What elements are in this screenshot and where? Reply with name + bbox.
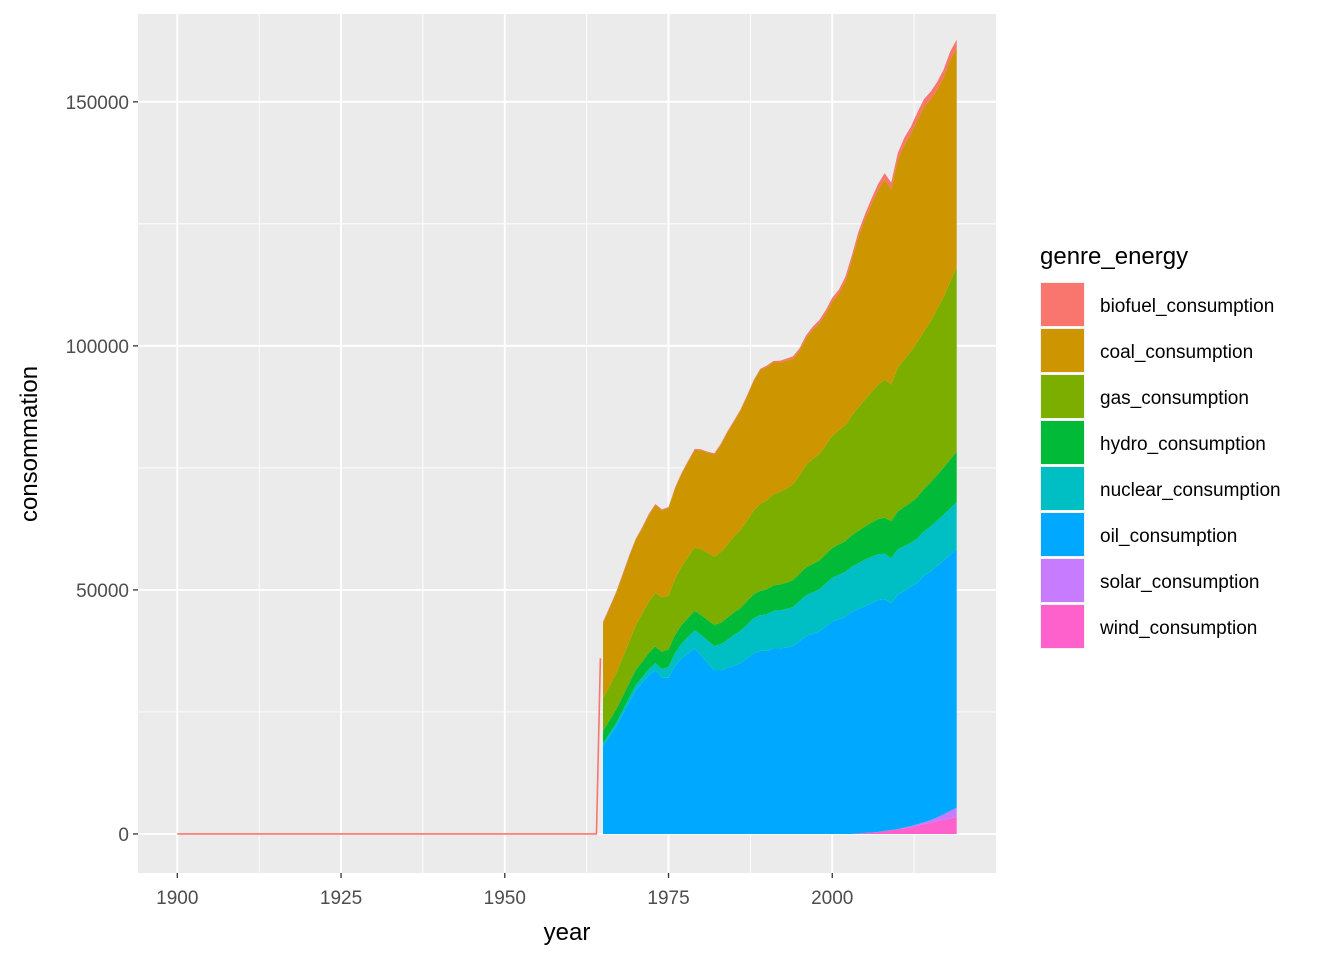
area-coal-consumption (603, 47, 957, 699)
x-tick-label: 1975 (647, 888, 689, 909)
x-tick-label: 2000 (811, 888, 853, 909)
legend-label-gas-consumption: gas_consumption (1100, 388, 1249, 409)
legend-label-oil-consumption: oil_consumption (1100, 526, 1237, 547)
legend-title: genre_energy (1040, 243, 1188, 270)
x-tick-label: 1900 (156, 888, 198, 909)
x-tick-label: 1950 (484, 888, 526, 909)
legend-swatch-coal-consumption (1041, 329, 1084, 372)
area-series-group (603, 39, 957, 834)
legend-label-wind-consumption: wind_consumption (1099, 618, 1257, 639)
x-axis: 1900 1925 1950 1975 2000 (156, 873, 853, 909)
legend-swatch-biofuel-consumption (1041, 283, 1084, 326)
legend: genre_energy biofuel_consumption coal_con… (1040, 243, 1281, 649)
area-nuclear-consumption (603, 502, 957, 747)
legend-label-solar-consumption: solar_consumption (1100, 572, 1259, 593)
baseline-line-group (177, 658, 602, 835)
x-tick-label: 1925 (320, 888, 362, 909)
y-axis: 0 50000 100000 150000 (66, 93, 138, 846)
legend-label-biofuel-consumption: biofuel_consumption (1100, 296, 1274, 317)
legend-label-coal-consumption: coal_consumption (1100, 342, 1253, 363)
y-axis-title: consommation (16, 366, 43, 522)
area-hydro-consumption (603, 451, 957, 744)
area-oil-consumption (603, 548, 957, 834)
legend-swatch-oil-consumption (1041, 513, 1084, 556)
area-gas-consumption (603, 267, 957, 731)
series-line-biofuel-consumption (177, 658, 602, 835)
x-axis-title: year (544, 919, 591, 946)
legend-swatch-hydro-consumption (1041, 421, 1084, 464)
legend-swatch-wind-consumption (1041, 605, 1084, 648)
y-tick-label: 50000 (76, 581, 129, 602)
y-tick-label: 100000 (66, 337, 129, 358)
legend-swatch-nuclear-consumption (1041, 467, 1084, 510)
legend-swatch-solar-consumption (1041, 559, 1084, 602)
area-wind-consumption (603, 816, 957, 834)
legend-label-nuclear-consumption: nuclear_consumption (1100, 480, 1281, 501)
legend-swatch-gas-consumption (1041, 375, 1084, 418)
y-tick-label: 0 (118, 825, 129, 846)
legend-label-hydro-consumption: hydro_consumption (1100, 434, 1266, 455)
y-tick-label: 150000 (66, 93, 129, 114)
